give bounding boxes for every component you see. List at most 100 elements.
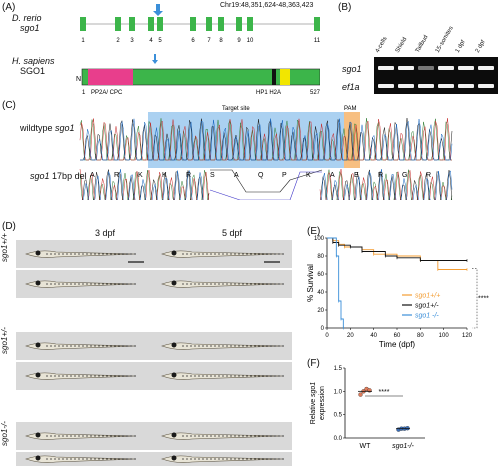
x-tick-label: 0 <box>325 333 329 339</box>
exon-10 <box>247 17 253 31</box>
wt-amino-acid: A <box>330 172 335 179</box>
exon-4 <box>148 17 154 31</box>
gel-band <box>378 66 394 70</box>
panel-a-label: (A) <box>2 2 16 13</box>
mut-trace <box>321 169 453 200</box>
x-tick-label: 100 <box>439 333 450 339</box>
larva-image <box>152 332 292 360</box>
y-tick-label: 100 <box>314 236 325 242</box>
larva-eye <box>35 280 41 286</box>
mut-gene: sgo1 <box>30 171 50 181</box>
larva-eye <box>171 280 177 286</box>
expression-chart: 0.0 0.5 1.0 1.5 Relative sgo1 expression WT sgo… <box>310 366 425 450</box>
larva-eye <box>171 372 177 378</box>
exon-number: 8 <box>219 38 223 44</box>
wt-amino-acid: R <box>114 172 119 179</box>
exon-number: 7 <box>207 38 211 44</box>
x-tick-label: 40 <box>370 333 377 339</box>
y-tick-label: 80 <box>317 254 324 260</box>
y-tick-label: 20 <box>317 308 324 314</box>
larva-drawing <box>25 342 137 350</box>
x-tick-label: 80 <box>417 333 424 339</box>
exon-number: 1 <box>81 38 85 44</box>
larva-eye <box>35 250 41 256</box>
pam-label: PAM <box>344 106 357 112</box>
gel-band <box>458 66 474 70</box>
larva-image <box>152 240 292 268</box>
exon-number: 3 <box>130 38 134 44</box>
larva-drawing <box>25 280 137 288</box>
exon-number: 6 <box>191 38 195 44</box>
gel-band <box>438 66 454 70</box>
larva-eye <box>35 342 41 348</box>
gel-band <box>458 84 474 88</box>
data-point <box>358 392 363 397</box>
larva-drawing <box>161 342 285 350</box>
exon-number: 10 <box>247 38 254 44</box>
crispr-arrow-protein <box>152 54 158 64</box>
exon-number: 4 <box>149 38 153 44</box>
wt-amino-acid: E <box>354 172 359 179</box>
wt-amino-acid: R <box>426 172 431 179</box>
species2-label: H. sapiens <box>12 56 55 66</box>
mut-trace <box>325 169 453 200</box>
target-site-label: Target site <box>222 106 250 112</box>
x-tick-label: 60 <box>394 333 401 339</box>
legend-label: sgo1+/- <box>415 303 439 310</box>
wt-amino-acid: A <box>90 172 95 179</box>
genotype-het: sgo1+/- <box>0 327 9 354</box>
larva-eye <box>171 342 177 348</box>
y-tick-label: 40 <box>317 290 324 296</box>
data-point <box>405 426 410 431</box>
larva-drawing <box>161 455 285 463</box>
wt-amino-acid: S <box>210 172 215 179</box>
gel-band <box>418 84 434 88</box>
x-tick-label: 20 <box>347 333 354 339</box>
col-5dpf: 5 dpf <box>222 228 243 238</box>
col-3dpf: 3 dpf <box>95 228 116 238</box>
category-label: WT <box>360 443 372 450</box>
y-axis-label-prefix: Relative <box>310 397 317 424</box>
h2a-domain <box>280 69 290 85</box>
y-tick-label: 60 <box>317 272 324 278</box>
survival-chart: 0 20 40 60 80 100 0 20 40 60 80 100 120 Time (dpf) % S… <box>306 236 489 349</box>
panel-d-label: (D) <box>2 221 16 232</box>
chr-label: Chr19:48,351,624-48,363,423 <box>220 2 314 9</box>
gel-band <box>478 84 494 88</box>
protein-n-label: N <box>76 76 81 83</box>
x-tick-label: 120 <box>462 333 473 339</box>
panel-c-label: (C) <box>2 100 16 111</box>
gel-lane-label: 2 dpf <box>474 39 487 54</box>
larva-image <box>152 452 292 466</box>
wt-amino-acid: K <box>138 172 143 179</box>
wt-amino-acid: R <box>186 172 191 179</box>
wt-amino-acid: A <box>234 172 239 179</box>
wt-amino-acid: Q <box>258 172 264 179</box>
larva-eye <box>35 432 41 438</box>
larva-eye <box>35 455 41 461</box>
larva-image <box>152 362 292 390</box>
gel-band <box>438 84 454 88</box>
exon-3 <box>129 17 135 31</box>
wt-amino-acid: R <box>378 172 383 179</box>
panel-f-label: (F) <box>307 358 320 369</box>
hp1-domain <box>272 69 276 85</box>
larva-drawing <box>161 250 285 263</box>
panel-e-label: (E) <box>307 226 321 237</box>
gene1-label: sgo1 <box>20 23 40 33</box>
pp2a-label: PP2A/ CPC <box>91 90 123 96</box>
exon-number: 5 <box>158 38 162 44</box>
larva-drawing <box>25 432 137 440</box>
wt-amino-acid: P <box>282 172 287 179</box>
wt-amino-acid: K <box>306 172 311 179</box>
y-axis-label-gene: sgo1 <box>310 382 317 397</box>
gel-lane-label: 4-cells <box>374 35 389 54</box>
mut-label: sgo1 17bp del <box>30 171 87 181</box>
legend-label: sgo1+/+ <box>415 293 440 300</box>
significance-stars: **** <box>478 295 489 302</box>
larva-image <box>16 362 156 390</box>
exon-11 <box>314 17 320 31</box>
y-axis-label-line2: expression <box>319 386 326 420</box>
